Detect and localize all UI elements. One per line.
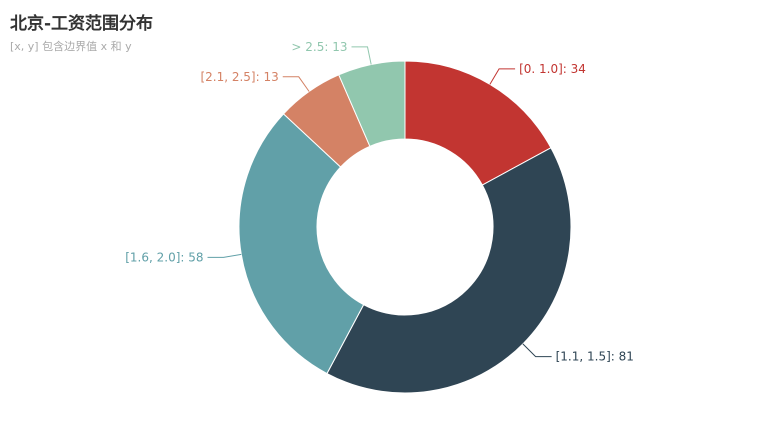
slice-label-0: [0. 1.0]: 34 <box>519 62 586 76</box>
pie-slice-1[interactable] <box>326 147 572 394</box>
slice-label-2: [1.6, 2.0]: 58 <box>125 250 203 264</box>
chart-title: 北京-工资范围分布 <box>10 14 154 34</box>
pie-slice-2[interactable] <box>238 113 365 375</box>
slice-group <box>238 60 572 394</box>
slice-label-3: [2.1, 2.5]: 13 <box>200 70 278 84</box>
label-line-0 <box>489 68 516 85</box>
label-group: [0. 1.0]: 34 [1.1, 1.5]: 81 [1.6, 2.0]: 58… <box>125 40 634 364</box>
slice-label-1: [1.1, 1.5]: 81 <box>556 350 634 364</box>
label-line-1 <box>522 343 552 358</box>
slice-label-4: > 2.5: 13 <box>291 40 347 54</box>
label-line-2 <box>207 253 242 258</box>
chart-subtitle: [x, y] 包含边界值 x 和 y <box>10 40 132 53</box>
label-line-3 <box>282 76 310 92</box>
pie-slice-4[interactable] <box>338 60 406 147</box>
label-line-4 <box>351 46 372 65</box>
